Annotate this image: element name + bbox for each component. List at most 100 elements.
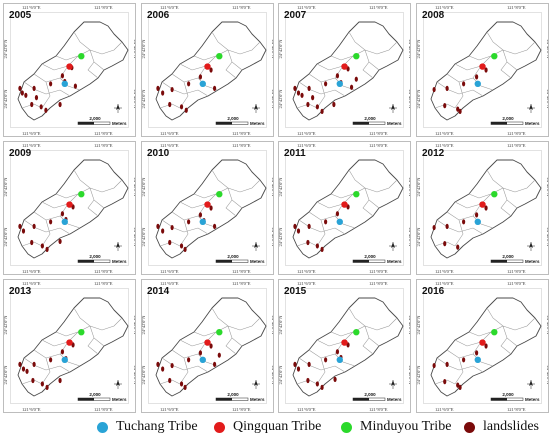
lat-label-right: 24°42'0"N	[408, 228, 411, 248]
tuchang-tribe-marker	[336, 80, 343, 88]
subbasin-line	[179, 357, 188, 385]
map-panel-2014: 2014 121°6'0"E 121°8'0"E 121°6'0"E 121°8'0"E…	[140, 279, 274, 413]
landslide-mark	[73, 83, 77, 89]
lon-label-right: 121°8'0"E	[507, 143, 526, 148]
landslide-mark	[60, 211, 65, 217]
scale-bar-unit: Meters	[250, 121, 265, 126]
landslide-mark	[442, 241, 446, 247]
subbasin-line	[193, 193, 216, 199]
north-arrow-icon	[251, 104, 260, 113]
map-frame	[10, 150, 129, 266]
landslide-mark	[212, 85, 216, 91]
landslide-mark	[483, 67, 488, 73]
lon-label-right: 121°8'0"E	[507, 5, 526, 10]
minduyou-tribe-marker	[215, 191, 222, 198]
subbasin-line	[362, 61, 374, 79]
landslide-mark	[182, 246, 187, 252]
minduyou-tribe-marker	[353, 191, 360, 198]
subbasin-line	[41, 81, 51, 109]
lon-label-right: 121°8'0"E	[94, 143, 113, 148]
year-label: 2009	[9, 148, 32, 159]
subbasin-line	[159, 103, 180, 109]
minduyou-tribe-marker	[215, 329, 222, 336]
map-panel-2007: 2007 121°6'0"E 121°8'0"E 121°6'0"E 121°8'0"E…	[278, 3, 411, 137]
subbasin-line	[41, 219, 51, 247]
subbasin-line	[298, 357, 346, 373]
landslide-mark	[198, 212, 202, 218]
landslide-mark	[296, 228, 301, 234]
landslide-mark	[208, 205, 213, 211]
map-frame	[147, 288, 267, 404]
subbasin-line	[159, 241, 180, 247]
lon-label-left: 121°6'0"E	[297, 269, 316, 274]
subbasin-line	[161, 81, 208, 97]
subbasin-line	[468, 193, 491, 199]
subbasin-line	[308, 65, 344, 83]
landslide-mark	[474, 212, 478, 218]
subbasin-line	[59, 215, 81, 229]
subbasin-line	[436, 219, 483, 235]
lat-label-left: 24°42'0"N	[279, 315, 283, 335]
qingquan-tribe-marker	[478, 201, 486, 208]
subbasin-line	[33, 341, 69, 359]
landslide-mark	[60, 349, 65, 355]
landslide-mark	[432, 362, 436, 369]
subbasin-line	[468, 331, 491, 337]
lon-label-left: 121°6'0"E	[160, 143, 179, 148]
landslide-mark	[39, 104, 43, 110]
subbasin-line	[298, 219, 346, 235]
lat-label-left: 24°42'0"N	[279, 89, 283, 109]
subbasin-line	[23, 357, 71, 373]
north-arrow-icon	[389, 380, 397, 389]
minduyou-tribe-marker	[490, 191, 497, 198]
landslide-mark	[155, 85, 160, 91]
tuchang-tribe-marker	[474, 218, 481, 225]
subbasin-line	[500, 337, 511, 355]
subbasin-line	[21, 103, 43, 109]
scale-bar-value: 2,000	[364, 392, 376, 397]
lat-label-left: 24°42'0"N	[142, 89, 146, 109]
landslide-marker-icon	[464, 421, 475, 433]
lon-label-left: 121°6'0"E	[22, 281, 41, 286]
scale-bar-unit: Meters	[112, 259, 127, 264]
landslide-mark	[455, 244, 459, 250]
qingquan-tribe-marker	[203, 339, 211, 346]
subbasin-line	[55, 331, 79, 337]
subbasin-line	[330, 331, 354, 337]
tuchang-tribe-marker	[474, 80, 481, 88]
lon-label-left: 121°6'0"E	[160, 131, 179, 136]
lat-label-right: 24°42'0"N	[271, 366, 274, 386]
scale-bar-segment	[353, 260, 369, 263]
lat-label-right: 24°42'0"N	[133, 228, 136, 248]
scale-bar-segment	[215, 398, 232, 401]
landslide-mark	[320, 108, 324, 114]
lon-label-right: 121°8'0"E	[369, 269, 388, 274]
subbasin-line	[316, 81, 326, 109]
landslide-mark	[217, 352, 221, 358]
landslide-mark	[58, 377, 62, 384]
map-panel-2006: 2006 121°6'0"E 121°8'0"E 121°6'0"E 121°8'0"E…	[140, 3, 274, 137]
lon-label-left: 121°6'0"E	[435, 281, 454, 286]
lon-label-right: 121°8'0"E	[94, 407, 113, 412]
landslide-mark	[324, 357, 328, 363]
lat-label-left: 24°42'0"N	[417, 39, 421, 59]
landslide-mark	[186, 219, 190, 225]
landslide-mark	[315, 243, 319, 249]
landslide-mark	[49, 357, 53, 363]
subbasin-line	[55, 55, 79, 61]
subbasin-line	[348, 169, 398, 193]
subbasin-line	[434, 379, 455, 385]
watershed-boundary	[17, 21, 129, 121]
landslide-mark	[20, 90, 24, 96]
north-arrow-icon	[114, 242, 122, 251]
lon-label-right: 121°8'0"E	[369, 143, 388, 148]
landslide-mark	[49, 81, 53, 87]
lat-label-right: 24°42'0"N	[271, 178, 274, 198]
qingquan-tribe-marker	[341, 63, 348, 70]
scale-bar-unit: Meters	[387, 397, 402, 402]
landslide-mark	[455, 382, 459, 388]
